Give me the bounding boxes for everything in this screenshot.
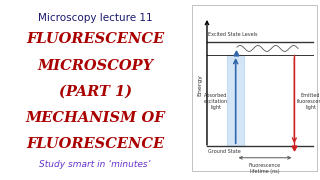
- Text: Excited State Levels: Excited State Levels: [208, 32, 258, 37]
- Text: MECHANISM OF: MECHANISM OF: [25, 111, 165, 125]
- Text: Absorbed
excitation
light: Absorbed excitation light: [204, 93, 228, 110]
- Text: Energy: Energy: [197, 74, 202, 96]
- Text: Fluorescence
lifetime (ns): Fluorescence lifetime (ns): [249, 163, 281, 174]
- Text: FLUORESCENCE: FLUORESCENCE: [26, 137, 164, 151]
- Text: FLUORESCENCE: FLUORESCENCE: [26, 32, 164, 46]
- Text: Ground State: Ground State: [208, 149, 241, 154]
- Text: Emitted
fluorescent
light: Emitted fluorescent light: [297, 93, 320, 110]
- Text: Study smart in ‘minutes’: Study smart in ‘minutes’: [39, 160, 151, 169]
- Text: (PART 1): (PART 1): [59, 85, 132, 99]
- Text: MICROSCOPY: MICROSCOPY: [37, 58, 153, 73]
- Text: Microscopy lecture 11: Microscopy lecture 11: [38, 13, 153, 23]
